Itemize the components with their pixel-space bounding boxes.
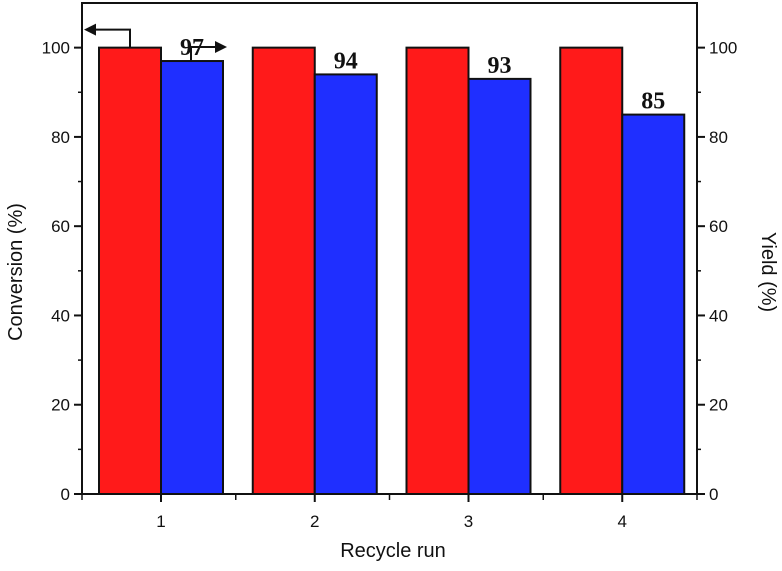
ticks-layer: 0 0 20 20 40 40 60 60 80 80 100 100 1 2 3 4 — [42, 39, 738, 531]
bar-series2-run-4 — [621, 113, 686, 495]
bar-series1-run-3 — [405, 46, 470, 496]
data-label-run-4: 85 — [641, 89, 665, 115]
x-axis-title: Recycle run — [340, 540, 446, 562]
y-left-tick-label: 0 — [61, 485, 70, 504]
bar-series1-run-4 — [559, 46, 624, 496]
y-axis-left-title: Conversion (%) — [5, 203, 27, 341]
right-axis-arrow-line — [190, 46, 217, 62]
x-tick-label: 3 — [464, 512, 473, 531]
y-axis-right-title: Yield (%) — [757, 232, 779, 312]
x-tick-label: 4 — [618, 512, 627, 531]
y-right-tick-label: 0 — [709, 485, 718, 504]
y-right-tick-label: 40 — [709, 306, 728, 325]
right-arrow-icon — [215, 41, 227, 54]
left-axis-arrow-line — [94, 28, 131, 48]
x-tick-label: 1 — [156, 512, 165, 531]
x-tick-label: 2 — [310, 512, 319, 531]
bars-layer — [98, 46, 686, 496]
y-left-tick-label: 40 — [51, 306, 70, 325]
bar-series1-run-2 — [251, 46, 316, 496]
y-right-tick-label: 100 — [709, 39, 737, 58]
data-label-run-3: 93 — [488, 53, 512, 79]
y-right-tick-label: 60 — [709, 217, 728, 236]
data-label-run-2: 94 — [334, 48, 358, 74]
y-left-tick-label: 20 — [51, 396, 70, 415]
bar-series2-run-2 — [313, 73, 378, 495]
y-left-tick-label: 100 — [42, 39, 70, 58]
bar-series2-run-3 — [467, 77, 532, 496]
y-right-tick-label: 20 — [709, 396, 728, 415]
y-right-tick-label: 80 — [709, 128, 728, 147]
bar-series2-run-1 — [160, 60, 224, 495]
axis-arrows-layer — [84, 23, 227, 62]
y-left-tick-label: 80 — [51, 128, 70, 147]
y-left-tick-label: 60 — [51, 217, 70, 236]
left-arrow-icon — [84, 23, 96, 36]
bar-series1-run-1 — [98, 46, 162, 496]
